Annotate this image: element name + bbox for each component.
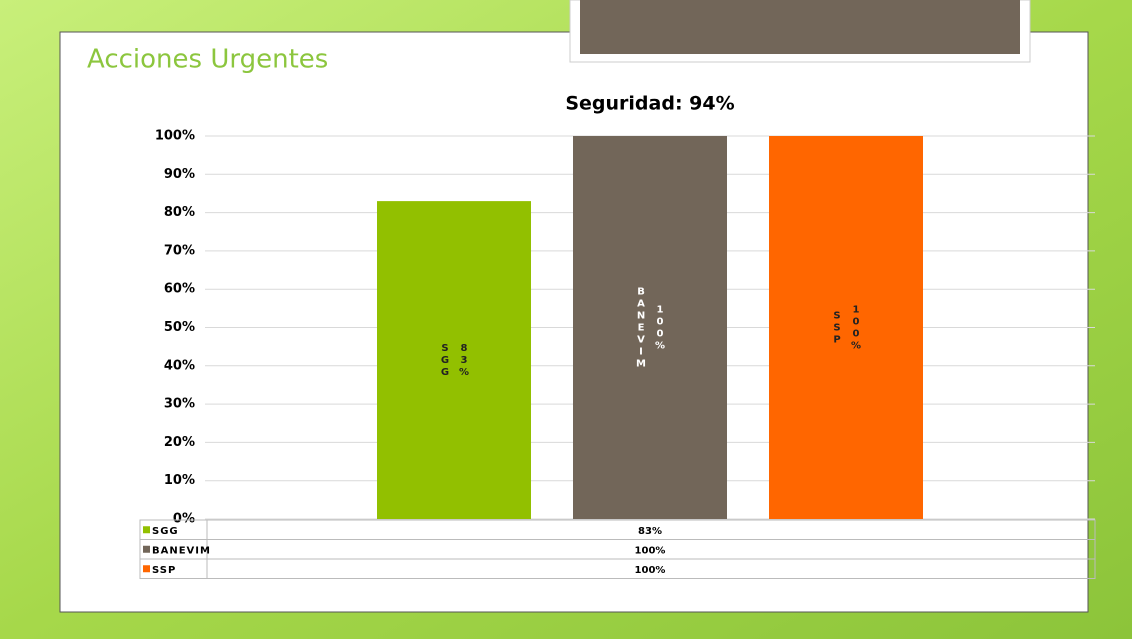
y-tick-label: 40%: [164, 358, 195, 373]
legend-swatch: [143, 526, 150, 534]
legend-label: SSP: [152, 565, 176, 576]
y-tick-label: 50%: [164, 320, 195, 335]
bar: [377, 201, 531, 520]
bar: [573, 136, 727, 519]
y-tick-label: 20%: [164, 435, 195, 450]
legend-swatch: [143, 545, 150, 553]
table-value: 100%: [635, 545, 666, 556]
y-tick-label: 90%: [164, 167, 195, 182]
y-tick-label: 80%: [164, 205, 195, 220]
chart-title: Seguridad: 94%: [565, 93, 734, 115]
header-box: [580, 0, 1020, 54]
table-value: 100%: [635, 565, 666, 576]
data-label-value: 1 0 0%: [851, 305, 861, 352]
bar: [769, 136, 923, 519]
y-tick-label: 0%: [173, 512, 195, 527]
y-tick-label: 60%: [164, 282, 195, 297]
y-tick-label: 100%: [155, 129, 195, 144]
y-tick-label: 30%: [164, 397, 195, 412]
y-tick-label: 10%: [164, 473, 195, 488]
legend-label: SGG: [152, 526, 179, 537]
legend-label: BANEVIM: [152, 545, 211, 556]
legend-swatch: [143, 565, 150, 573]
data-label-value: 1 0 0%: [655, 305, 665, 352]
data-label-value: 8 3%: [459, 343, 469, 378]
y-tick-label: 70%: [164, 243, 195, 258]
data-table: [139, 519, 1096, 579]
slide-title: Acciones Urgentes: [87, 45, 328, 75]
table-value: 83%: [638, 526, 662, 537]
